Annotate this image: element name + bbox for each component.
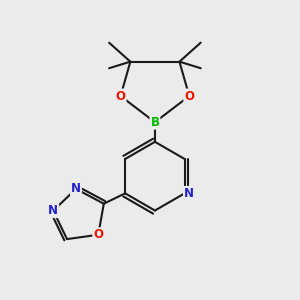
Text: O: O xyxy=(116,89,126,103)
Text: B: B xyxy=(150,116,159,129)
Text: N: N xyxy=(71,182,81,195)
Text: O: O xyxy=(184,89,194,103)
Text: O: O xyxy=(93,228,103,241)
Text: N: N xyxy=(184,187,194,200)
Text: N: N xyxy=(48,204,58,217)
